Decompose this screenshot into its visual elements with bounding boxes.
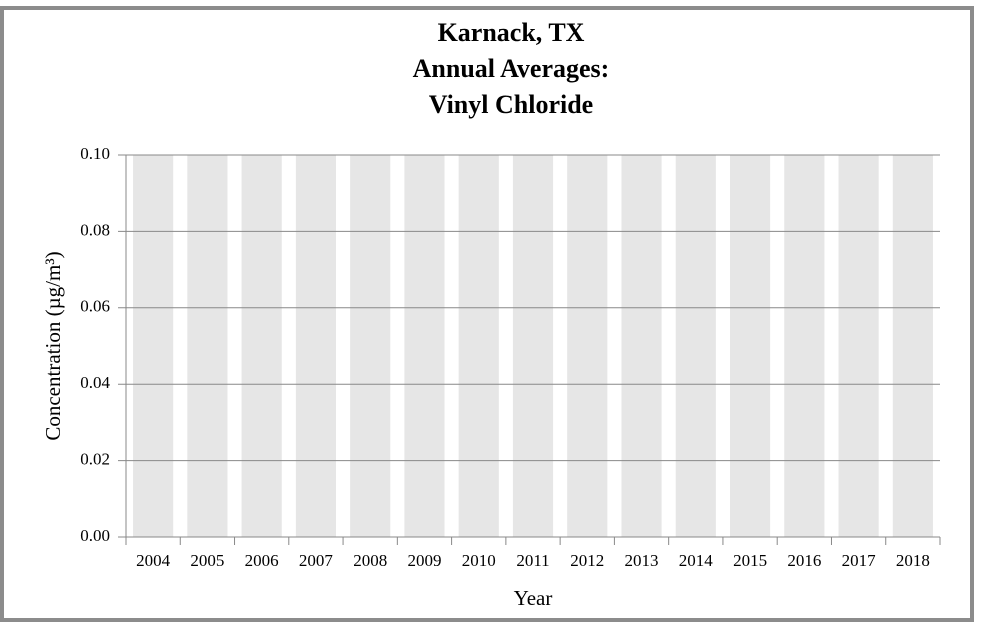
x-tick-label: 2014 (679, 551, 714, 570)
bar (458, 155, 499, 537)
y-tick-label: 0.08 (80, 220, 110, 239)
x-tick-label: 2013 (625, 551, 659, 570)
bar (512, 155, 554, 537)
chart-title: Vinyl Chloride (429, 90, 593, 119)
x-tick-label: 2007 (299, 551, 334, 570)
y-tick-label: 0.06 (80, 297, 110, 316)
bar (295, 155, 337, 537)
x-axis-title: Year (514, 586, 553, 610)
x-tick-label: 2010 (462, 551, 496, 570)
bar (133, 155, 174, 537)
x-tick-label: 2015 (733, 551, 767, 570)
x-tick-label: 2006 (245, 551, 279, 570)
bar (675, 155, 716, 537)
x-tick-label: 2018 (896, 551, 930, 570)
bar (350, 155, 391, 537)
x-tick-label: 2016 (787, 551, 821, 570)
x-tick-label: 2004 (136, 551, 171, 570)
bar (404, 155, 445, 537)
y-tick-label: 0.02 (80, 450, 110, 469)
x-tick-label: 2011 (516, 551, 549, 570)
x-tick-label: 2017 (842, 551, 877, 570)
bar (241, 155, 282, 537)
bar (621, 155, 662, 537)
bar (892, 155, 933, 537)
chart-title: Annual Averages: (413, 54, 610, 83)
y-tick-label: 0.00 (80, 526, 110, 545)
bar (187, 155, 228, 537)
bar (784, 155, 825, 537)
y-axis-title: Concentration (µg/m³) (41, 251, 65, 440)
bar (838, 155, 879, 537)
y-tick-label: 0.10 (80, 144, 110, 163)
bar (567, 155, 608, 537)
chart-title: Karnack, TX (438, 18, 585, 47)
y-tick-label: 0.04 (80, 373, 110, 392)
x-tick-label: 2005 (190, 551, 224, 570)
x-tick-label: 2009 (407, 551, 441, 570)
bar (729, 155, 771, 537)
x-tick-label: 2012 (570, 551, 604, 570)
x-tick-label: 2008 (353, 551, 387, 570)
